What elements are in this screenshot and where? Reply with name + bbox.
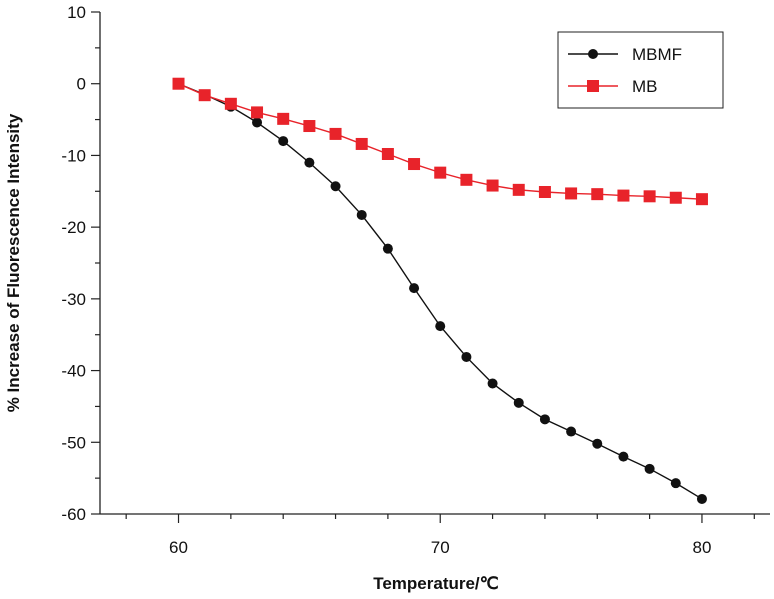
y-tick-label: 10 — [67, 3, 86, 22]
data-point-mb — [303, 120, 316, 133]
data-point-mb — [695, 193, 708, 206]
x-axis-title: Temperature/℃ — [373, 574, 499, 593]
data-point-mbmf — [487, 378, 498, 389]
data-point-mb — [251, 106, 264, 119]
data-point-mb — [617, 189, 630, 202]
y-tick-label: -40 — [61, 362, 86, 381]
series-layer — [172, 77, 708, 504]
data-point-mbmf — [278, 136, 289, 147]
data-point-mbmf — [409, 283, 420, 294]
data-point-mb — [329, 127, 342, 140]
data-point-mbmf — [252, 117, 263, 128]
legend-mbmf-label: MBMF — [632, 45, 682, 64]
y-tick-label: -10 — [61, 146, 86, 165]
data-point-mbmf — [644, 463, 655, 474]
x-tick-label: 60 — [169, 538, 188, 557]
y-tick-label: -50 — [61, 433, 86, 452]
data-point-mbmf — [356, 209, 367, 220]
data-point-mbmf — [566, 426, 577, 437]
y-tick-label: -30 — [61, 290, 86, 309]
y-tick-label: -20 — [61, 218, 86, 237]
data-point-mb — [512, 183, 525, 196]
legend-box — [557, 31, 724, 109]
data-point-mbmf — [435, 321, 446, 332]
data-point-mbmf — [696, 493, 707, 504]
series-line-mbmf — [178, 83, 703, 500]
y-tick-label: 0 — [77, 75, 86, 94]
data-point-mbmf — [618, 451, 629, 462]
legend-mb-marker — [587, 80, 599, 92]
x-tick-label: 70 — [431, 538, 450, 557]
legend-mb-label: MB — [632, 77, 658, 96]
data-point-mb — [277, 112, 290, 125]
legend: MBMF MB — [557, 31, 724, 109]
data-point-mbmf — [513, 397, 524, 408]
data-point-mbmf — [304, 157, 315, 168]
data-point-mbmf — [539, 414, 550, 425]
data-point-mb — [538, 186, 551, 199]
x-tick-label: 80 — [692, 538, 711, 557]
data-point-mb — [643, 190, 656, 203]
data-point-mb — [565, 187, 578, 200]
data-point-mbmf — [670, 478, 681, 489]
legend-mbmf-marker — [588, 49, 598, 59]
data-point-mb — [172, 77, 185, 90]
data-point-mb — [381, 147, 394, 160]
data-point-mbmf — [592, 438, 603, 449]
data-point-mb — [460, 173, 473, 186]
data-point-mb — [669, 191, 682, 204]
data-point-mb — [486, 179, 499, 192]
y-axis-title: % Increase of Fluorescence Intensity — [4, 113, 23, 412]
data-point-mbmf — [382, 243, 393, 254]
x-ticks: 60 70 80 — [125, 514, 755, 557]
data-point-mb — [408, 158, 421, 171]
axes: -60 -50 -40 -30 -20 -10 0 10 60 70 80 — [61, 3, 770, 557]
data-point-mb — [591, 188, 604, 201]
data-point-mb — [434, 166, 447, 179]
data-point-mb — [355, 137, 368, 150]
data-point-mb — [198, 89, 211, 102]
y-tick-label: -60 — [61, 505, 86, 524]
data-point-mb — [224, 97, 237, 110]
data-point-mbmf — [461, 351, 472, 362]
data-point-mbmf — [330, 181, 341, 192]
y-ticks: -60 -50 -40 -30 -20 -10 0 10 — [61, 3, 100, 524]
